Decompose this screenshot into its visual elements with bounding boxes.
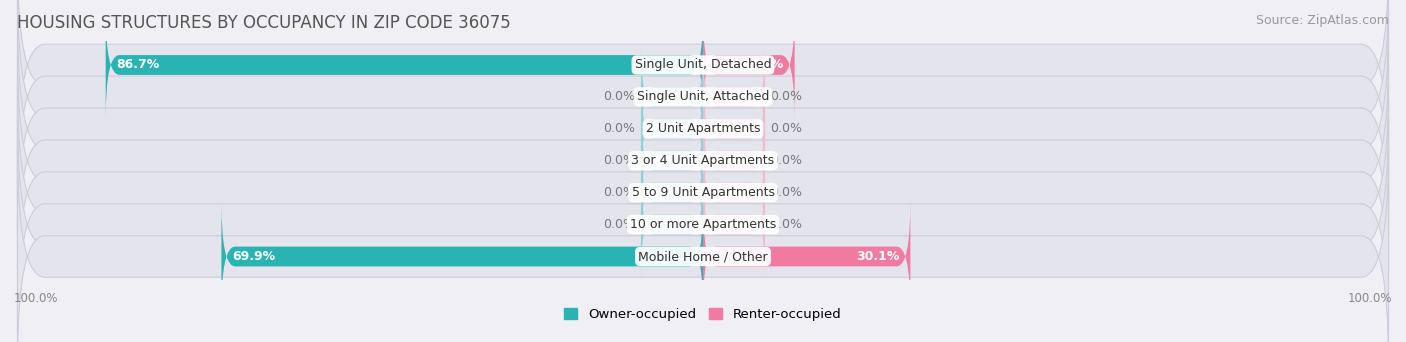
FancyBboxPatch shape	[703, 75, 765, 183]
FancyBboxPatch shape	[17, 0, 1389, 172]
Text: Source: ZipAtlas.com: Source: ZipAtlas.com	[1256, 14, 1389, 27]
FancyBboxPatch shape	[703, 202, 910, 311]
FancyBboxPatch shape	[17, 149, 1389, 342]
Text: 100.0%: 100.0%	[14, 292, 59, 305]
FancyBboxPatch shape	[641, 75, 703, 183]
Legend: Owner-occupied, Renter-occupied: Owner-occupied, Renter-occupied	[560, 303, 846, 327]
FancyBboxPatch shape	[17, 0, 1389, 204]
FancyBboxPatch shape	[641, 139, 703, 247]
FancyBboxPatch shape	[703, 43, 765, 151]
Text: 0.0%: 0.0%	[770, 186, 803, 199]
Text: HOUSING STRUCTURES BY OCCUPANCY IN ZIP CODE 36075: HOUSING STRUCTURES BY OCCUPANCY IN ZIP C…	[17, 14, 510, 32]
Text: 0.0%: 0.0%	[603, 154, 636, 167]
Text: 10 or more Apartments: 10 or more Apartments	[630, 218, 776, 231]
Text: 0.0%: 0.0%	[603, 218, 636, 231]
Text: Single Unit, Detached: Single Unit, Detached	[634, 58, 772, 71]
FancyBboxPatch shape	[641, 171, 703, 278]
Text: 0.0%: 0.0%	[770, 90, 803, 103]
FancyBboxPatch shape	[703, 139, 765, 247]
FancyBboxPatch shape	[641, 107, 703, 215]
FancyBboxPatch shape	[641, 43, 703, 151]
FancyBboxPatch shape	[17, 22, 1389, 236]
Text: 5 to 9 Unit Apartments: 5 to 9 Unit Apartments	[631, 186, 775, 199]
FancyBboxPatch shape	[17, 118, 1389, 331]
Text: 0.0%: 0.0%	[603, 186, 636, 199]
Text: 13.3%: 13.3%	[741, 58, 785, 71]
Text: 86.7%: 86.7%	[117, 58, 159, 71]
Text: 30.1%: 30.1%	[856, 250, 900, 263]
Text: Mobile Home / Other: Mobile Home / Other	[638, 250, 768, 263]
Text: 0.0%: 0.0%	[770, 154, 803, 167]
FancyBboxPatch shape	[703, 11, 794, 119]
FancyBboxPatch shape	[703, 107, 765, 215]
FancyBboxPatch shape	[17, 54, 1389, 268]
Text: 3 or 4 Unit Apartments: 3 or 4 Unit Apartments	[631, 154, 775, 167]
Text: 69.9%: 69.9%	[232, 250, 276, 263]
Text: 2 Unit Apartments: 2 Unit Apartments	[645, 122, 761, 135]
Text: 0.0%: 0.0%	[603, 90, 636, 103]
FancyBboxPatch shape	[221, 202, 703, 311]
FancyBboxPatch shape	[105, 11, 703, 119]
Text: 0.0%: 0.0%	[603, 122, 636, 135]
Text: 0.0%: 0.0%	[770, 218, 803, 231]
FancyBboxPatch shape	[703, 171, 765, 278]
Text: 0.0%: 0.0%	[770, 122, 803, 135]
Text: 100.0%: 100.0%	[1347, 292, 1392, 305]
Text: Single Unit, Attached: Single Unit, Attached	[637, 90, 769, 103]
FancyBboxPatch shape	[17, 86, 1389, 300]
